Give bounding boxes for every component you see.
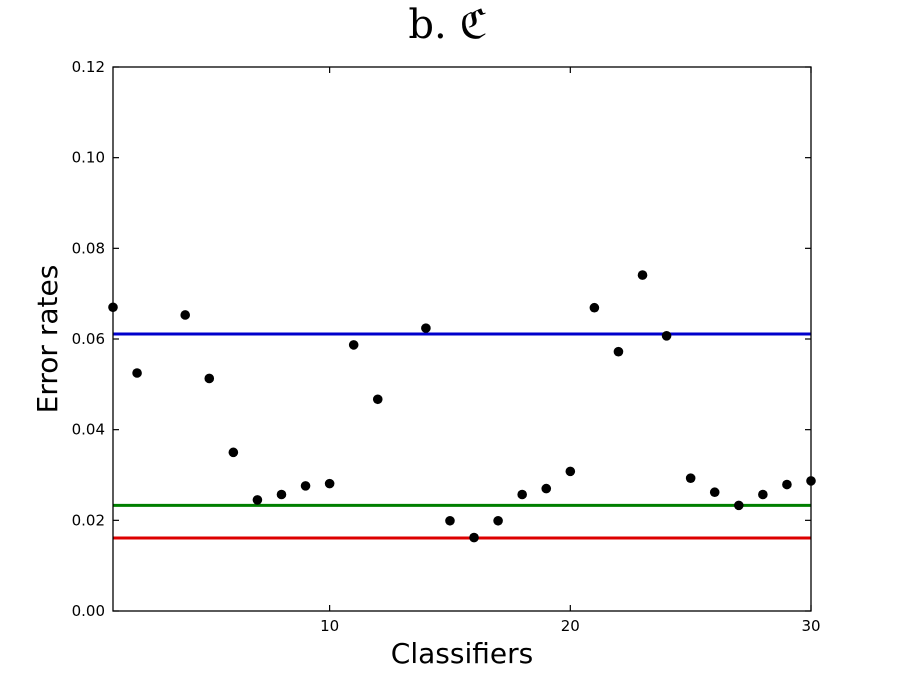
data-point [685, 473, 696, 483]
data-point [493, 515, 503, 526]
data-point [637, 270, 648, 280]
data-point [252, 495, 263, 505]
data-point [372, 394, 383, 405]
data-point [758, 489, 768, 500]
data-point [565, 466, 576, 477]
y-tick-label: 0.02 [72, 511, 105, 529]
y-tick-label: 0.08 [72, 239, 105, 257]
data-point [180, 310, 191, 320]
chart-title: b. ℭ [408, 2, 487, 48]
data-point [132, 368, 142, 378]
data-point [782, 479, 792, 490]
y-tick-label: 0.06 [72, 330, 105, 348]
data-point [733, 500, 744, 511]
y-axis-label: Error rates [31, 265, 64, 414]
data-point [421, 323, 431, 333]
data-point [589, 302, 600, 313]
data-point [541, 483, 552, 494]
data-point [204, 373, 215, 384]
axis-ticks: 0.00 0.02 0.04 0.06 0.08 0.10 0.12 10 20 30 [72, 58, 821, 635]
data-point [276, 489, 287, 500]
x-tick-label: 30 [801, 617, 820, 635]
data-point [300, 481, 311, 491]
data-point [348, 340, 359, 350]
data-point [661, 331, 672, 341]
y-tick-label: 0.10 [72, 149, 105, 167]
x-tick-label: 20 [561, 617, 580, 635]
data-point [228, 447, 239, 458]
data-points [108, 270, 816, 543]
data-point [469, 532, 479, 543]
data-point [324, 478, 335, 489]
data-point [445, 515, 455, 526]
x-tick-label: 10 [320, 617, 339, 635]
y-tick-label: 0.00 [72, 602, 105, 620]
data-point [517, 489, 527, 500]
x-axis-label: Classifiers [391, 637, 533, 670]
reference-lines [113, 332, 811, 540]
data-point [613, 346, 624, 357]
y-tick-label: 0.04 [72, 421, 105, 439]
y-tick-label: 0.12 [72, 58, 105, 76]
data-point [709, 487, 720, 498]
plot-frame [112, 66, 812, 612]
